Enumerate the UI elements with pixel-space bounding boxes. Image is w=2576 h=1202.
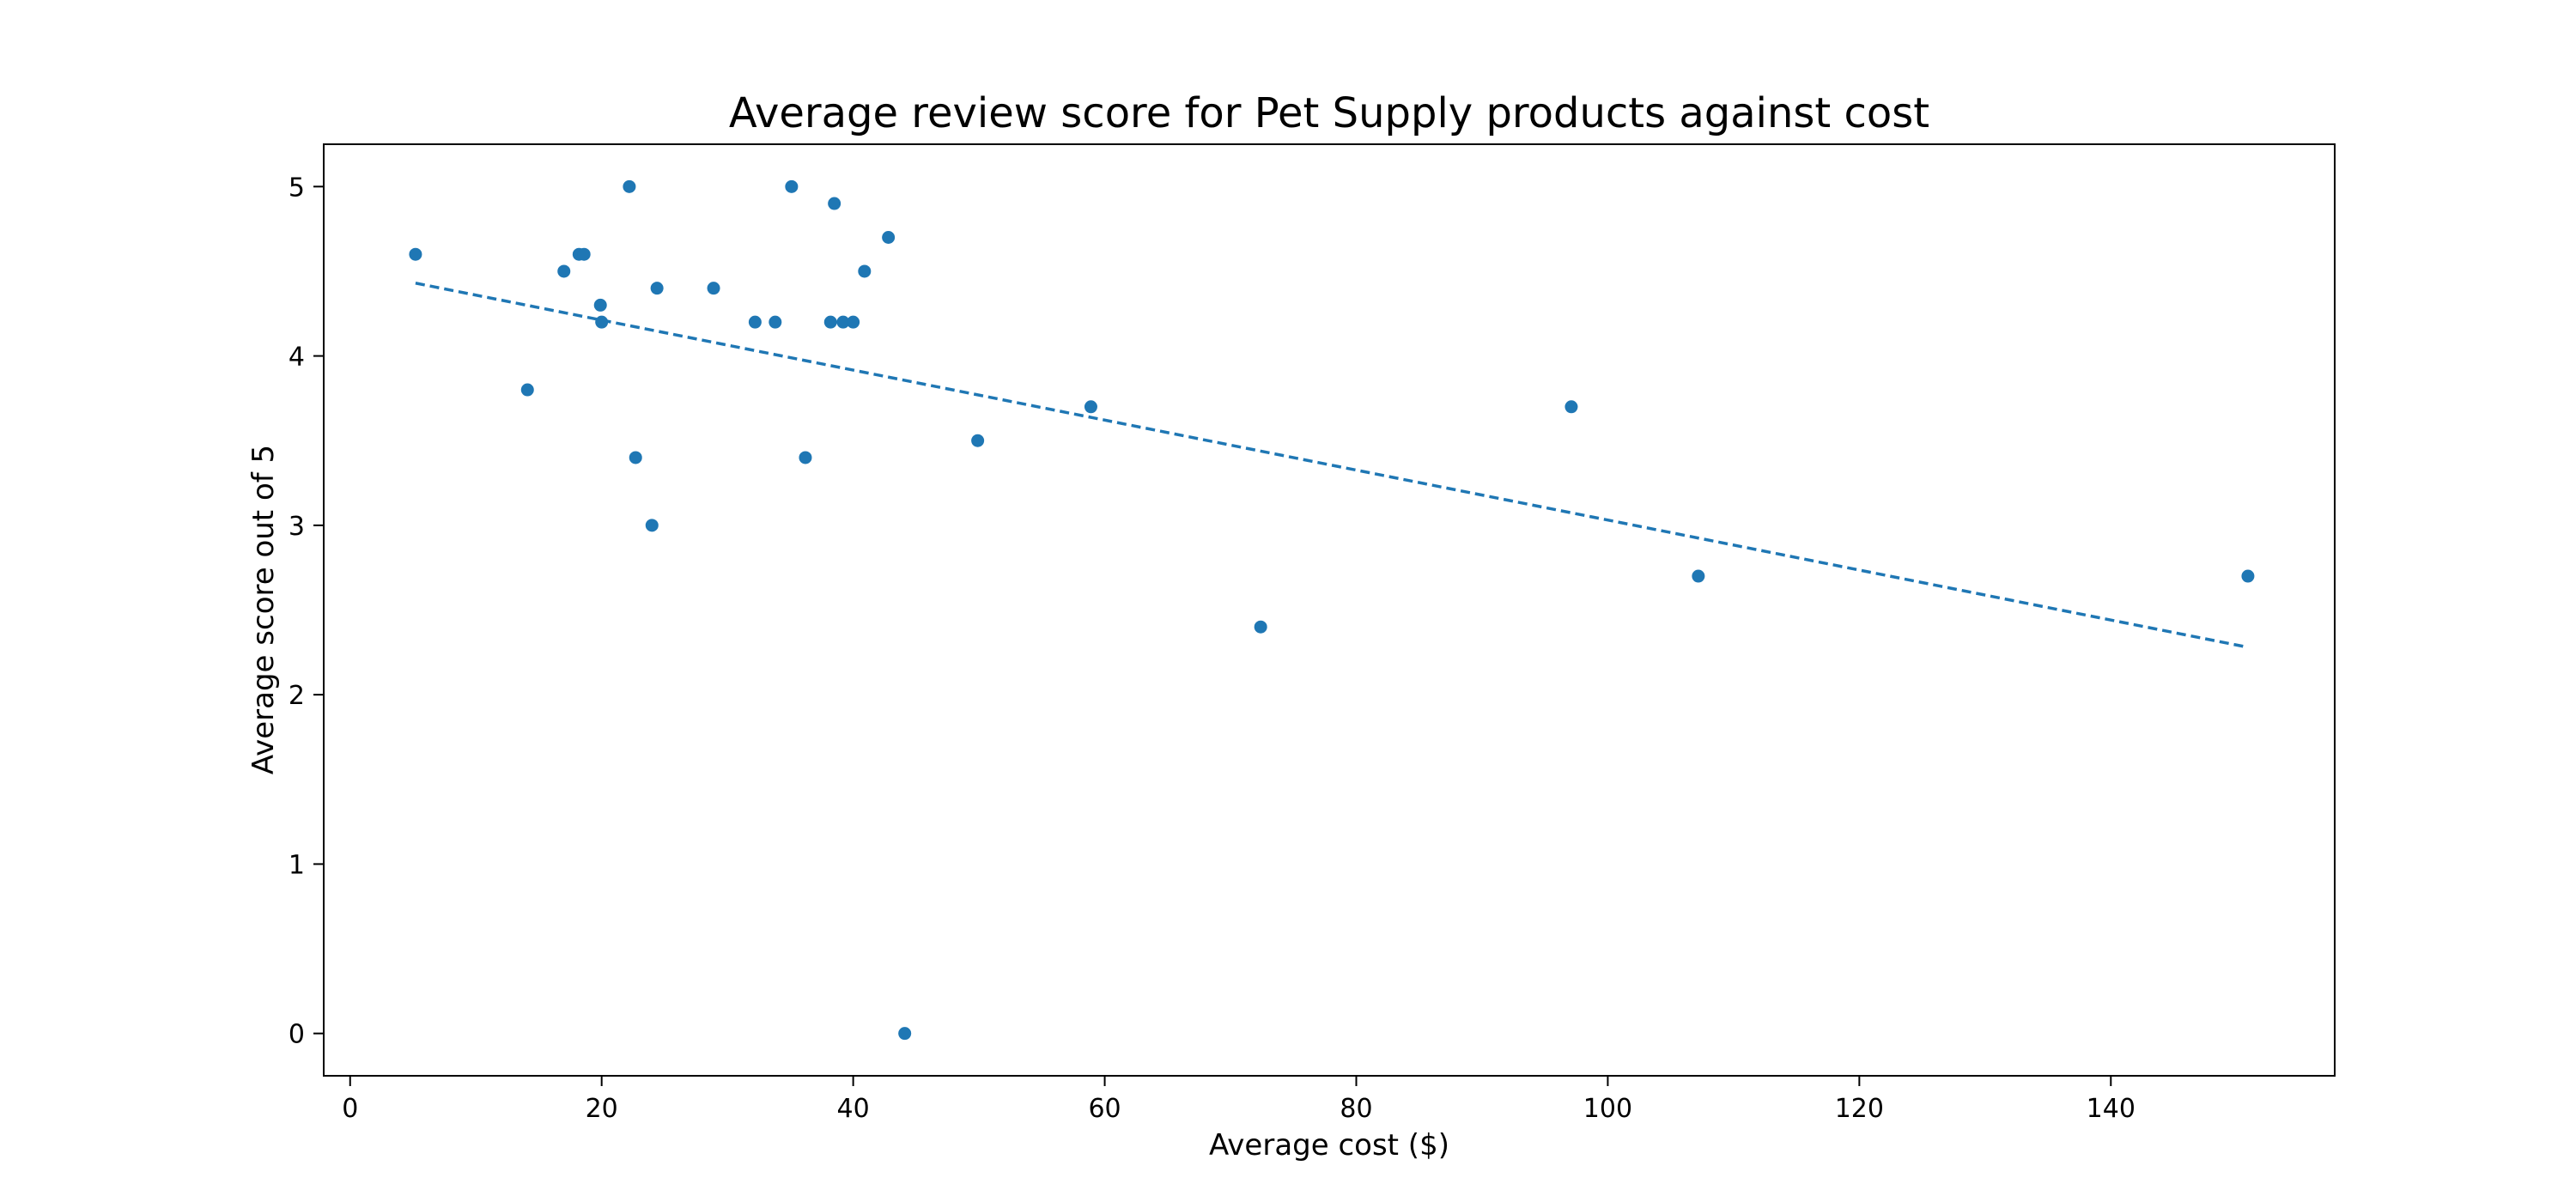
- x-tick-label: 100: [1583, 1094, 1632, 1124]
- trendline-group: [415, 282, 2249, 649]
- data-point: [1564, 400, 1578, 414]
- data-point: [520, 383, 534, 397]
- data-point: [785, 179, 799, 193]
- x-tick-label: 0: [342, 1094, 358, 1124]
- data-point: [828, 197, 841, 210]
- trendline: [415, 282, 2249, 649]
- data-point: [595, 315, 609, 329]
- data-point: [2241, 569, 2255, 583]
- data-points: [409, 179, 2255, 1041]
- data-point: [847, 315, 860, 329]
- x-tick-label: 140: [2087, 1094, 2136, 1124]
- y-tick-label: 0: [289, 1020, 305, 1050]
- x-tick-label: 120: [1835, 1094, 1884, 1124]
- data-point: [577, 247, 591, 261]
- data-point: [882, 231, 896, 244]
- y-tick-label: 4: [289, 343, 305, 373]
- x-tick-label: 20: [586, 1094, 618, 1124]
- data-point: [836, 315, 850, 329]
- data-point: [1084, 400, 1097, 414]
- x-tick-label: 80: [1340, 1094, 1372, 1124]
- data-point: [748, 315, 762, 329]
- data-point: [623, 179, 636, 193]
- data-point: [769, 315, 782, 329]
- plot-frame: [323, 143, 2336, 1077]
- tick-marks: [313, 185, 2112, 1086]
- data-point: [557, 264, 571, 278]
- data-point: [593, 298, 607, 312]
- data-point: [707, 282, 720, 295]
- y-tick-label: 2: [289, 681, 305, 711]
- data-point: [858, 264, 872, 278]
- data-point: [645, 519, 659, 532]
- y-tick-label: 3: [289, 512, 305, 542]
- y-tick-label: 1: [289, 850, 305, 880]
- x-tick-labels: 0 20 40 60 80 100 120 140: [342, 1094, 2136, 1124]
- x-axis-label: Average cost ($): [1209, 1128, 1449, 1163]
- x-tick-label: 40: [837, 1094, 870, 1124]
- data-point: [799, 451, 812, 464]
- data-point: [409, 247, 422, 261]
- data-point: [1254, 620, 1267, 634]
- chart-title: Average review score for Pet Supply prod…: [729, 89, 1929, 137]
- data-point: [1692, 569, 1705, 583]
- x-tick-label: 60: [1088, 1094, 1121, 1124]
- data-point: [629, 451, 642, 464]
- data-point: [898, 1027, 912, 1041]
- y-tick-labels: 0 1 2 3 4 5: [289, 173, 305, 1049]
- y-tick-label: 5: [289, 173, 305, 203]
- y-axis-label: Average score out of 5: [246, 445, 281, 774]
- data-point: [823, 315, 837, 329]
- data-point: [971, 434, 985, 447]
- data-point: [650, 282, 664, 295]
